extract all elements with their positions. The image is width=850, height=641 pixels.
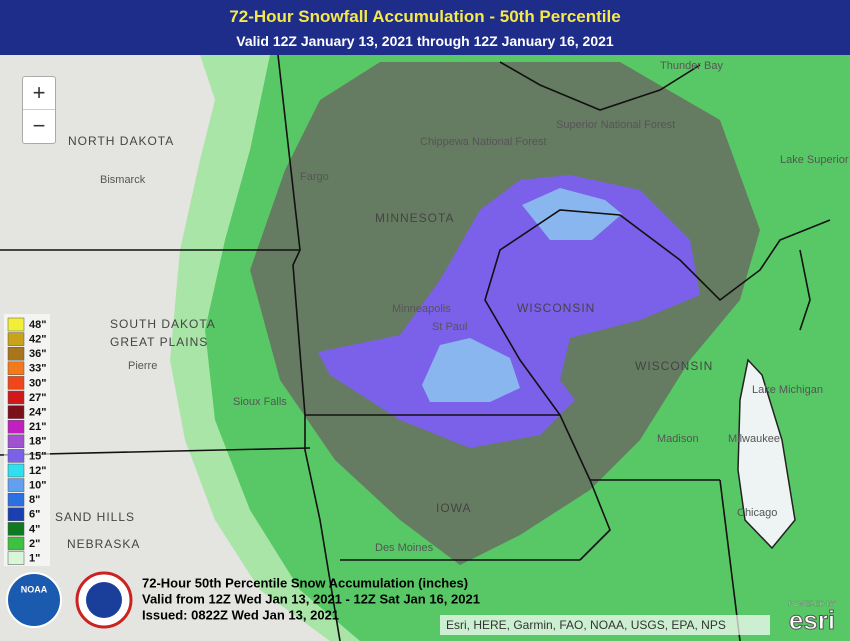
place-label: WISCONSIN bbox=[635, 359, 713, 373]
legend-swatch bbox=[7, 317, 25, 332]
legend-label: 12" bbox=[29, 465, 46, 477]
legend-swatch bbox=[7, 332, 25, 346]
place-label: Chicago bbox=[737, 507, 777, 519]
zoom-in[interactable]: + bbox=[23, 77, 55, 110]
legend-swatch bbox=[7, 551, 25, 565]
place-label: Fargo bbox=[300, 171, 329, 183]
snow-area-purple bbox=[318, 175, 700, 448]
legend-label: 6" bbox=[29, 509, 40, 521]
legend-label: 18" bbox=[29, 436, 46, 448]
info-line: 72-Hour 50th Percentile Snow Accumulatio… bbox=[142, 575, 468, 590]
legend-label: 10" bbox=[29, 480, 46, 492]
place-label: St Paul bbox=[432, 321, 467, 333]
legend-label: 15" bbox=[29, 450, 46, 462]
header-title: 72-Hour Snowfall Accumulation - 50th Per… bbox=[229, 7, 621, 26]
place-label: Superior National Forest bbox=[556, 119, 675, 131]
lake-michigan bbox=[737, 358, 796, 550]
legend-swatch bbox=[7, 492, 25, 507]
legend-swatch bbox=[7, 463, 25, 478]
esri-powered: POWERED BY bbox=[788, 601, 836, 608]
legend-label: 2" bbox=[29, 538, 40, 550]
legend-swatch bbox=[7, 376, 25, 390]
legend-swatch bbox=[7, 419, 25, 434]
noaa-logo bbox=[6, 572, 62, 628]
place-label: Minneapolis bbox=[392, 303, 451, 315]
legend-label: 4" bbox=[29, 523, 40, 535]
place-label: Des Moines bbox=[375, 542, 434, 554]
legend-swatch bbox=[7, 522, 25, 536]
nws-logo-inner bbox=[86, 582, 122, 618]
place-label: Bismarck bbox=[100, 174, 146, 186]
esri-logo: esri bbox=[789, 605, 835, 635]
place-label: SOUTH DAKOTA bbox=[110, 317, 216, 331]
place-label: NORTH DAKOTA bbox=[68, 134, 174, 148]
legend-swatch bbox=[7, 449, 25, 463]
place-label: Sioux Falls bbox=[233, 396, 287, 408]
legend-swatch bbox=[7, 346, 25, 361]
place-label: Lake Michigan bbox=[752, 384, 823, 396]
legend-label: 21" bbox=[29, 421, 46, 433]
legend-swatch bbox=[7, 390, 25, 405]
place-label: SAND HILLS bbox=[55, 510, 135, 524]
zoom-control: + − bbox=[22, 76, 56, 144]
legend-label: 42" bbox=[29, 334, 46, 346]
place-label: MINNESOTA bbox=[375, 211, 454, 225]
place-label: GREAT PLAINS bbox=[110, 335, 208, 349]
snow-area-blue bbox=[522, 188, 622, 240]
legend-swatch bbox=[7, 361, 25, 376]
attribution: Esri, HERE, Garmin, FAO, NOAA, USGS, EPA… bbox=[446, 618, 726, 632]
zoom-out[interactable]: − bbox=[32, 113, 46, 138]
legend-label: 27" bbox=[29, 392, 46, 404]
legend-label: 8" bbox=[29, 494, 40, 506]
state-borders bbox=[0, 54, 831, 641]
attribution-box bbox=[440, 615, 770, 635]
place-label: Pierre bbox=[128, 360, 157, 372]
place-label: Madison bbox=[657, 433, 699, 445]
place-label: WISCONSIN bbox=[517, 301, 595, 315]
noaa-logo-text: NOAA bbox=[21, 584, 48, 594]
header-subtitle: Valid 12Z January 13, 2021 through 12Z J… bbox=[236, 33, 614, 49]
legend-label: 33" bbox=[29, 363, 46, 375]
place-label: Thunder Bay bbox=[660, 60, 723, 72]
place-label: NEBRASKA bbox=[67, 537, 140, 551]
legend-label: 24" bbox=[29, 407, 46, 419]
legend-swatch bbox=[7, 478, 25, 492]
legend-swatch bbox=[7, 405, 25, 419]
place-label: Chippewa National Forest bbox=[420, 136, 547, 148]
legend-swatch bbox=[7, 507, 25, 522]
info-line: Issued: 0822Z Wed Jan 13, 2021 bbox=[142, 607, 339, 622]
place-label: Lake Superior bbox=[780, 154, 849, 166]
place-label: Milwaukee bbox=[728, 433, 780, 445]
legend-label: 30" bbox=[29, 377, 46, 389]
header: 72-Hour Snowfall Accumulation - 50th Per… bbox=[0, 0, 850, 55]
legend-swatch bbox=[7, 434, 25, 449]
snow-area-blue bbox=[422, 338, 520, 402]
place-label: IOWA bbox=[436, 501, 472, 515]
legend-swatch bbox=[7, 536, 25, 551]
legend-label: 1" bbox=[29, 553, 40, 565]
info-line: Valid from 12Z Wed Jan 13, 2021 - 12Z Sa… bbox=[142, 591, 480, 606]
legend-label: 48" bbox=[29, 319, 46, 331]
legend-label: 36" bbox=[29, 348, 46, 360]
